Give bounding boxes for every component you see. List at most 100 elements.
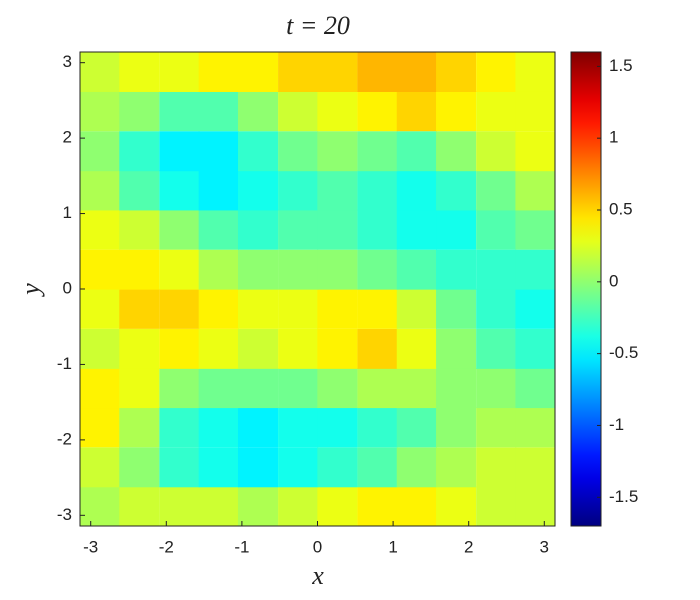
heatmap-cell xyxy=(476,328,517,369)
colorbar-tick-label: -0.5 xyxy=(609,343,638,362)
heatmap-cell xyxy=(198,51,239,92)
heatmap-cell xyxy=(396,51,437,92)
x-tick-label: 3 xyxy=(540,537,549,556)
heatmap-cell xyxy=(237,447,279,488)
heatmap-cell xyxy=(79,447,121,488)
heatmap-cell xyxy=(159,51,200,92)
heatmap-cell xyxy=(237,51,279,92)
heatmap-cell xyxy=(119,209,160,250)
heatmap-cell xyxy=(79,328,121,369)
y-tick-label: -1 xyxy=(57,354,72,373)
heatmap-cell xyxy=(159,91,200,132)
y-tick-label: 0 xyxy=(63,278,72,297)
heatmap-cell xyxy=(317,447,358,488)
colorbar-tick-label: 0 xyxy=(609,271,618,290)
heatmap-cell xyxy=(317,209,358,250)
heatmap-cell xyxy=(317,328,358,369)
y-tick-label: 3 xyxy=(63,52,72,71)
heatmap-cell xyxy=(476,288,517,329)
heatmap-cell xyxy=(79,368,121,409)
y-tick-label: -2 xyxy=(57,429,72,448)
heatmap-cell xyxy=(119,51,160,92)
heatmap-cell xyxy=(357,131,398,172)
heatmap-cell xyxy=(436,368,477,409)
heatmap-cell xyxy=(436,328,477,369)
heatmap-cell xyxy=(515,91,556,132)
heatmap-cell xyxy=(317,131,358,172)
heatmap-cell xyxy=(396,328,437,369)
heatmap-cell xyxy=(357,91,398,132)
chart-title: t = 20 xyxy=(286,11,350,40)
heatmap-cell xyxy=(476,368,517,409)
heatmap-cell xyxy=(396,249,437,290)
heatmap-cell xyxy=(436,249,477,290)
heatmap-cell xyxy=(79,249,121,290)
heatmap-cell xyxy=(476,209,517,250)
x-tick-label: 1 xyxy=(388,537,397,556)
heatmap-cell xyxy=(476,249,517,290)
heatmap-cell xyxy=(357,486,398,527)
heatmap-cell xyxy=(476,170,517,211)
heatmap-cell xyxy=(476,91,517,132)
heatmap-cell xyxy=(396,209,437,250)
heatmap-cell xyxy=(396,447,437,488)
heatmap-cell xyxy=(515,131,556,172)
colorbar-tick-label: -1.5 xyxy=(609,487,638,506)
heatmap-cell xyxy=(159,209,200,250)
heatmap-cell xyxy=(278,170,319,211)
heatmap-cell xyxy=(79,486,121,527)
heatmap-cell xyxy=(278,328,319,369)
heatmap-cell xyxy=(515,51,556,92)
heatmap-cell xyxy=(79,51,121,92)
heatmap-cell xyxy=(357,249,398,290)
x-tick-label: -3 xyxy=(83,537,98,556)
heatmap-cell xyxy=(317,249,358,290)
heatmap-cell xyxy=(317,368,358,409)
heatmap-cell xyxy=(436,209,477,250)
heatmap-cell xyxy=(119,131,160,172)
x-axis-label: x xyxy=(311,561,324,590)
heatmap-cell xyxy=(237,131,279,172)
heatmap-cell xyxy=(198,486,239,527)
heatmap-cell xyxy=(278,209,319,250)
heatmap-cell xyxy=(198,368,239,409)
heatmap-cell xyxy=(237,328,279,369)
heatmap-cell xyxy=(237,91,279,132)
heatmap-cell xyxy=(119,328,160,369)
heatmap-cell xyxy=(317,288,358,329)
heatmap-cell xyxy=(436,170,477,211)
heatmap-cell xyxy=(119,170,160,211)
heatmap-cell xyxy=(198,170,239,211)
heatmap-cell xyxy=(515,407,556,448)
heatmap-cell xyxy=(119,447,160,488)
colorbar-tick-label: 0.5 xyxy=(609,199,633,218)
y-tick-label: -3 xyxy=(57,505,72,524)
colorbar xyxy=(570,51,602,527)
heatmap-cell xyxy=(436,486,477,527)
heatmap-cell xyxy=(476,131,517,172)
heatmap-cell xyxy=(119,91,160,132)
heatmap-cell xyxy=(357,51,398,92)
heatmap-cell xyxy=(317,486,358,527)
heatmap-cell xyxy=(237,288,279,329)
heatmap-cell xyxy=(278,407,319,448)
colorbar-tick-label: 1 xyxy=(609,128,618,147)
heatmap-cell xyxy=(396,407,437,448)
heatmap-cell xyxy=(79,209,121,250)
heatmap-cell xyxy=(278,486,319,527)
heatmap-cell xyxy=(198,447,239,488)
heatmap-cell xyxy=(476,447,517,488)
heatmap-cell xyxy=(79,170,121,211)
heatmap-cell xyxy=(278,447,319,488)
colorbar-tick-label: 1.5 xyxy=(609,56,633,75)
heatmap-cell xyxy=(357,447,398,488)
heatmap-cell xyxy=(515,368,556,409)
heatmap-cell xyxy=(79,288,121,329)
heatmap-cell xyxy=(159,328,200,369)
heatmap-cell xyxy=(159,447,200,488)
heatmap-cell xyxy=(198,288,239,329)
heatmap-cell xyxy=(515,170,556,211)
colorbar-tick-label: -1 xyxy=(609,415,624,434)
heatmap-cell xyxy=(317,91,358,132)
